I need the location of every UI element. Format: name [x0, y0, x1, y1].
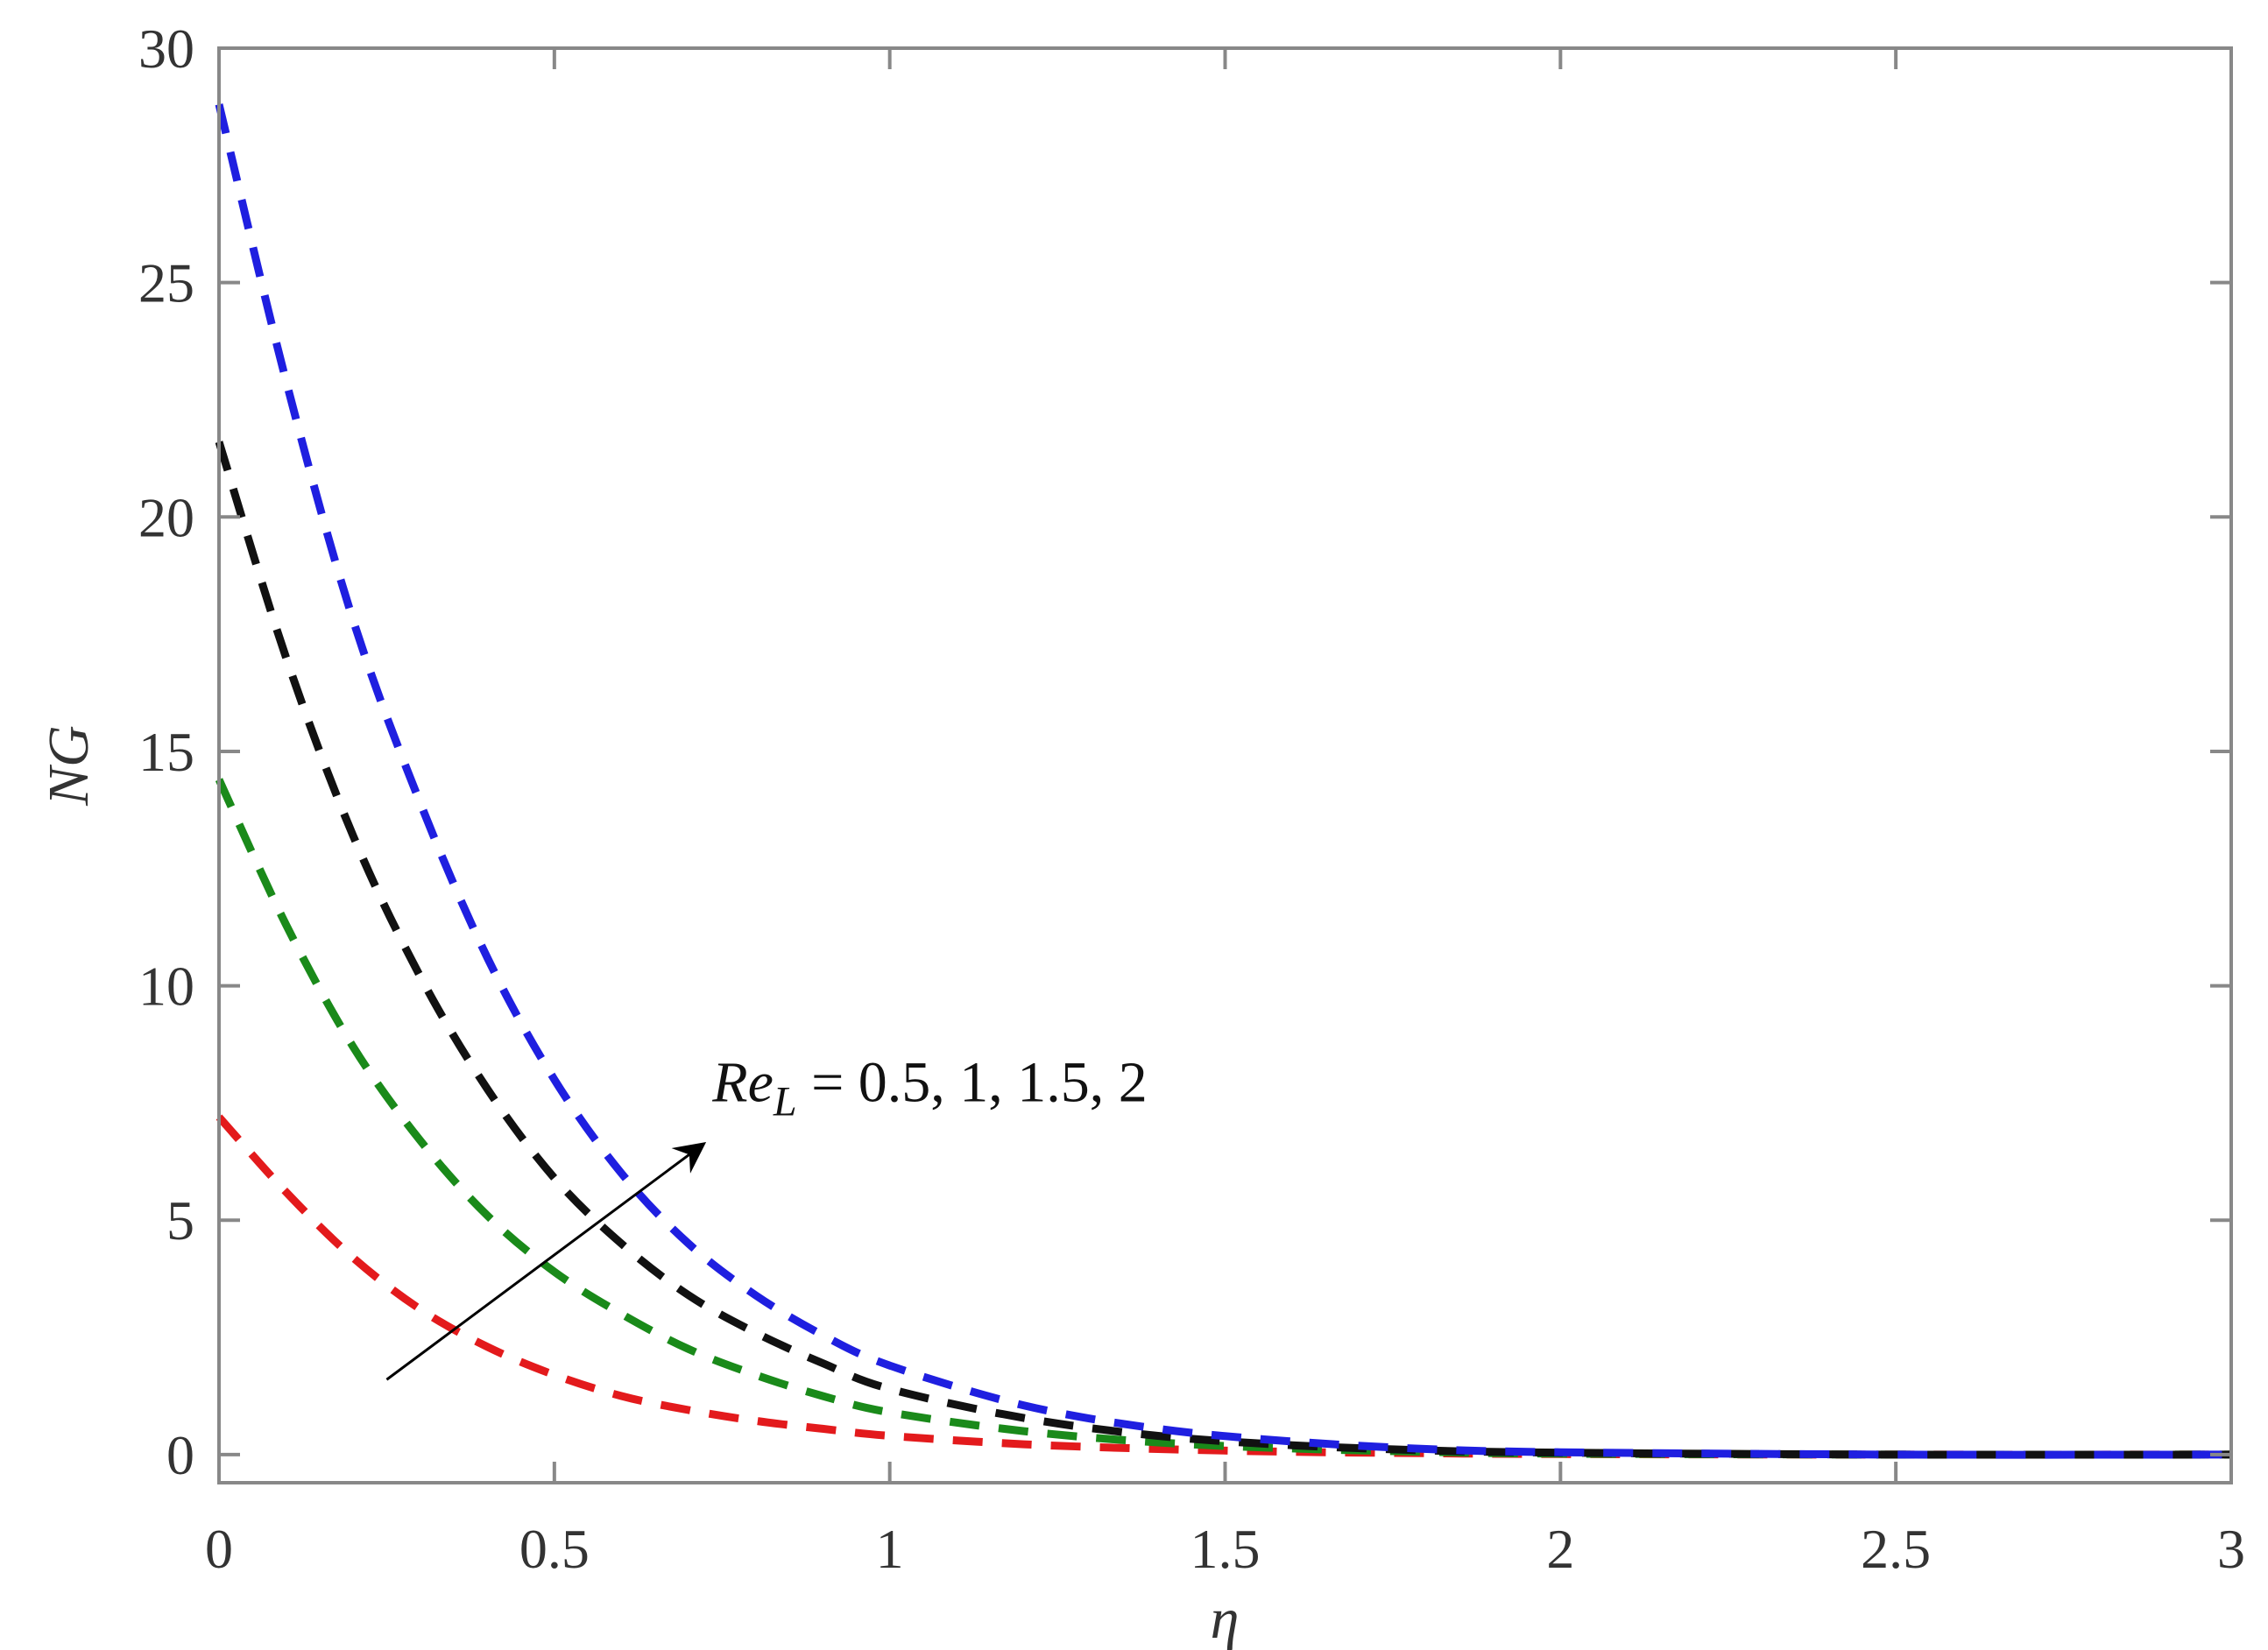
y-tick-label: 0 [166, 1424, 194, 1486]
annotation-label: ReL = 0.5, 1, 1.5, 2 [711, 1051, 1148, 1125]
plot-area [219, 48, 2231, 1483]
y-tick-label: 20 [138, 486, 194, 548]
y-tick-label: 10 [138, 955, 194, 1018]
annotation-layer: ReL = 0.5, 1, 1.5, 2 [385, 1051, 1148, 1381]
x-tick-label: 2.5 [1861, 1518, 1931, 1580]
annotation-re: Re [711, 1051, 774, 1115]
x-tick-label: 0 [205, 1518, 233, 1580]
y-tick-label: 30 [138, 18, 194, 80]
x-tick-label: 3 [2217, 1518, 2245, 1580]
series-line-2 [215, 778, 2232, 1459]
x-axis-label: η [1211, 1587, 1240, 1650]
y-tick-label: 25 [138, 252, 194, 314]
series-line-4 [215, 103, 2232, 1459]
y-tick-label: 5 [166, 1189, 194, 1252]
trend-arrow [385, 1142, 707, 1381]
x-tick-label: 1 [876, 1518, 904, 1580]
x-tick-label: 2 [1546, 1518, 1574, 1580]
x-tick-label: 1.5 [1191, 1518, 1261, 1580]
series-layer [215, 103, 2232, 1459]
y-axis-label: NG [37, 725, 101, 807]
y-tick-label: 15 [138, 721, 194, 783]
annotation-values: = 0.5, 1, 1.5, 2 [797, 1051, 1148, 1115]
annotation-subscript: L [773, 1079, 797, 1125]
x-tick-label: 0.5 [519, 1518, 590, 1580]
